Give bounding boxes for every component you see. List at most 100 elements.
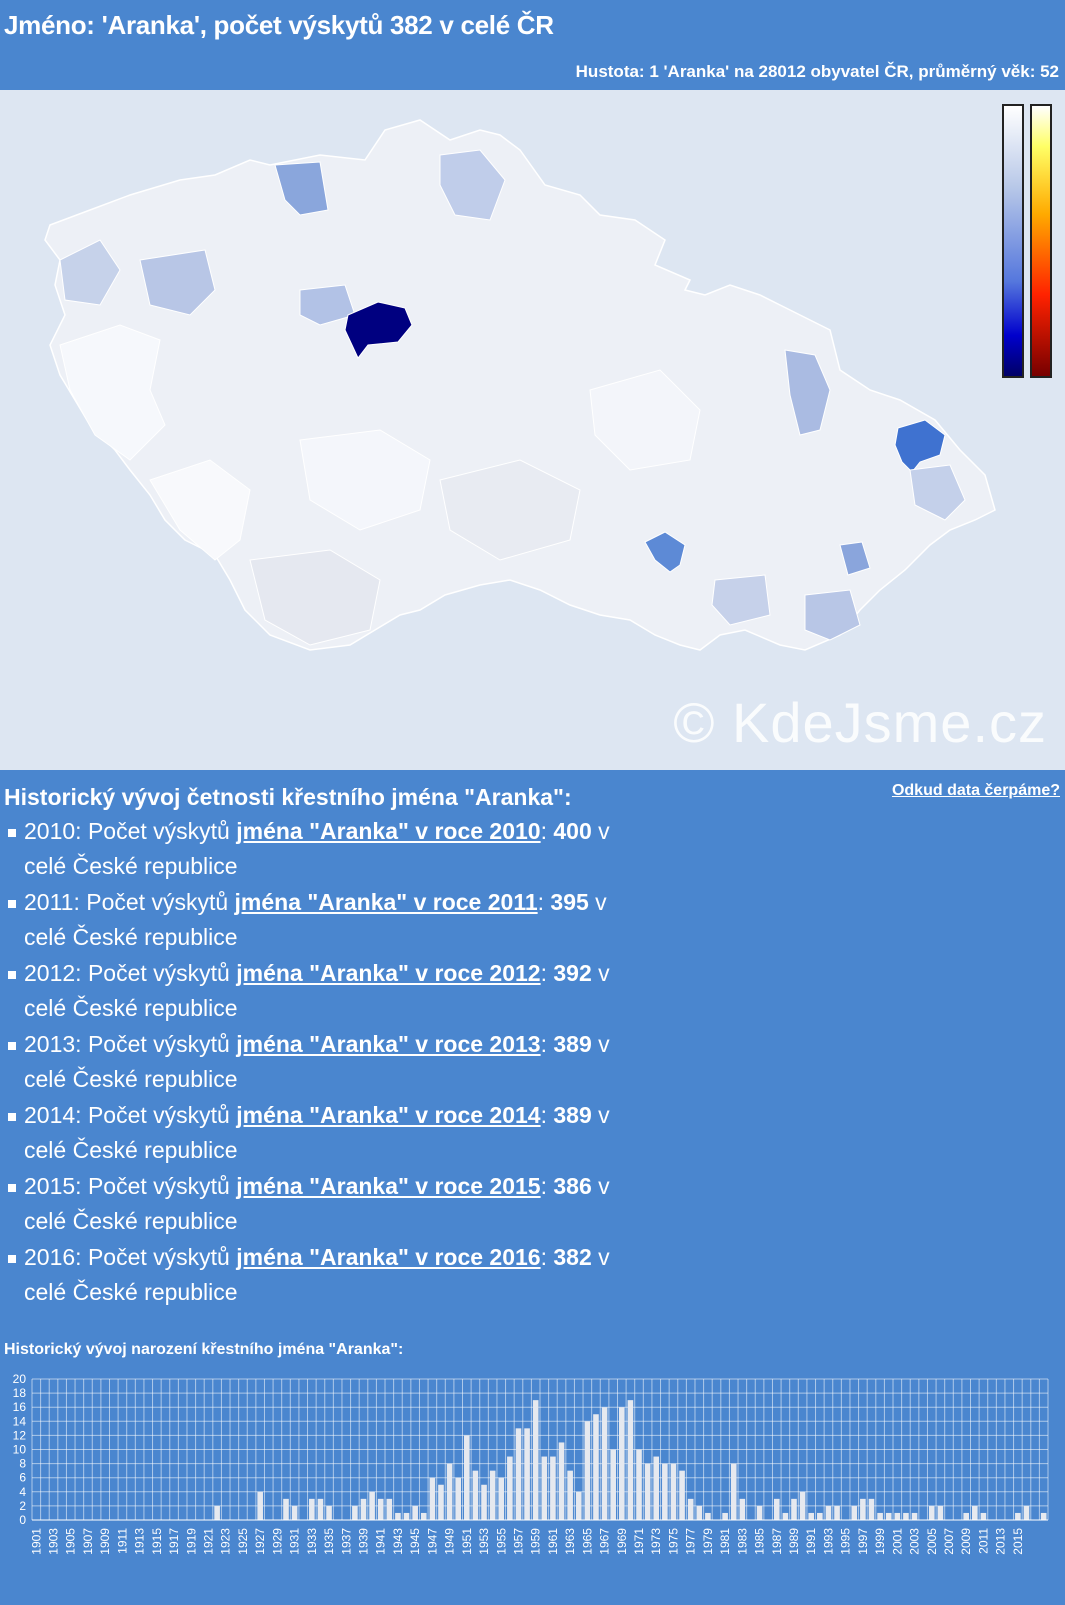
x-tick-label: 1909 (98, 1528, 112, 1555)
x-tick-label: 1965 (580, 1528, 594, 1555)
count-prefix: : Počet výskytů (75, 1173, 237, 1199)
year-detail-link[interactable]: jména "Aranka" v roce 2016 (236, 1244, 541, 1270)
region-vysocina (439, 459, 581, 561)
x-tick-label: 1955 (494, 1528, 508, 1555)
x-tick-label: 1919 (184, 1528, 198, 1555)
region-brno-peak (644, 531, 686, 573)
bar (980, 1512, 987, 1520)
x-tick-label: 1925 (236, 1528, 250, 1555)
count-separator: : (540, 1244, 554, 1270)
count-suffix: v celé České republice (24, 1031, 610, 1092)
year-detail-link[interactable]: jména "Aranka" v roce 2013 (236, 1031, 541, 1057)
x-tick-label: 1915 (150, 1528, 164, 1555)
bar (386, 1498, 393, 1520)
count-suffix: v celé České republice (24, 818, 610, 879)
count-prefix: : Počet výskytů (75, 960, 237, 986)
bar (963, 1512, 970, 1520)
year-detail-link[interactable]: jména "Aranka" v roce 2010 (236, 818, 541, 844)
region-breclav (711, 574, 771, 626)
bar (1015, 1512, 1021, 1520)
region-usti (274, 161, 329, 216)
year-label: 2010 (24, 818, 76, 844)
y-tick-label: 14 (13, 1414, 27, 1428)
bar (214, 1505, 220, 1520)
bar (291, 1505, 298, 1520)
count-value: 389 (553, 1031, 592, 1057)
bar (773, 1498, 780, 1520)
year-detail-link[interactable]: jména "Aranka" v roce 2011 (234, 889, 538, 915)
region-liberec (439, 149, 506, 221)
count-value: 395 (550, 889, 589, 915)
x-tick-label: 1921 (202, 1528, 216, 1555)
country-shape (44, 119, 996, 651)
bar (377, 1498, 384, 1520)
bar (507, 1456, 513, 1520)
region-prague-peak (344, 301, 413, 359)
bar (911, 1512, 918, 1520)
data-source-link[interactable]: Odkud data čerpáme? (891, 782, 1060, 799)
x-tick-label: 1985 (753, 1528, 767, 1555)
bar (498, 1477, 505, 1520)
region-olomouc (784, 349, 831, 436)
bar (420, 1512, 427, 1520)
x-tick-label: 2015 (1011, 1528, 1025, 1555)
bar (636, 1449, 642, 1520)
x-tick-label: 1953 (477, 1528, 491, 1555)
x-tick-label: 1983 (735, 1528, 749, 1555)
bar (618, 1407, 625, 1520)
x-tick-label: 1941 (374, 1528, 388, 1555)
page-title: Jméno: 'Aranka', počet výskytů 382 v cel… (4, 10, 554, 40)
bar (395, 1512, 401, 1520)
x-tick-label: 1905 (64, 1528, 78, 1555)
count-prefix: : Počet výskytů (75, 818, 237, 844)
x-tick-label: 1971 (632, 1528, 646, 1555)
region-ostrava-peak (894, 419, 946, 473)
region-west (59, 324, 166, 461)
legend-blue-scale (1002, 104, 1024, 378)
x-tick-label: 1945 (408, 1528, 422, 1555)
bar (903, 1512, 909, 1520)
x-tick-label: 1913 (133, 1528, 147, 1555)
births-chart-title: Historický vývoj narození křestního jmén… (4, 1341, 404, 1358)
x-tick-label: 1979 (701, 1528, 715, 1555)
year-count-item: 2016: Počet výskytů jména "Aranka" v roc… (0, 1240, 640, 1311)
x-tick-label: 1959 (529, 1528, 543, 1555)
bar (687, 1498, 694, 1520)
header: Jméno: 'Aranka', počet výskytů 382 v cel… (0, 0, 1065, 90)
x-tick-label: 2007 (942, 1528, 956, 1555)
year-label: 2011 (24, 889, 74, 915)
year-detail-link[interactable]: jména "Aranka" v roce 2015 (236, 1173, 541, 1199)
year-detail-link[interactable]: jména "Aranka" v roce 2014 (236, 1102, 541, 1128)
count-separator: : (540, 960, 554, 986)
year-detail-link[interactable]: jména "Aranka" v roce 2012 (236, 960, 541, 986)
count-suffix: v celé České republice (24, 1102, 610, 1163)
region-kladno (299, 284, 356, 326)
x-tick-label: 1989 (787, 1528, 801, 1555)
year-count-item: 2011: Počet výskytů jména "Aranka" v roc… (0, 885, 640, 956)
bar (782, 1512, 789, 1520)
region-frydek (909, 464, 966, 521)
x-tick-label: 1997 (856, 1528, 870, 1555)
y-tick-label: 10 (13, 1443, 27, 1457)
x-tick-label: 1917 (167, 1528, 181, 1555)
distribution-map: © KdeJsme.cz (0, 90, 1065, 770)
x-tick-label: 1981 (718, 1528, 732, 1555)
year-label: 2015 (24, 1173, 76, 1199)
y-tick-label: 18 (13, 1386, 27, 1400)
bar (524, 1428, 530, 1520)
x-tick-label: 1927 (253, 1528, 267, 1555)
bar (403, 1512, 410, 1520)
x-tick-label: 1911 (115, 1528, 129, 1554)
x-tick-label: 1949 (443, 1528, 457, 1555)
region-chomutov (139, 249, 216, 316)
x-tick-label: 1947 (425, 1528, 439, 1555)
y-tick-label: 6 (19, 1471, 26, 1485)
bar (550, 1456, 556, 1520)
count-separator: : (540, 818, 554, 844)
count-suffix: v celé České republice (24, 1244, 610, 1305)
x-tick-label: 2009 (959, 1528, 973, 1555)
bar (481, 1484, 487, 1520)
y-tick-label: 2 (19, 1499, 26, 1513)
y-tick-label: 4 (19, 1485, 26, 1499)
